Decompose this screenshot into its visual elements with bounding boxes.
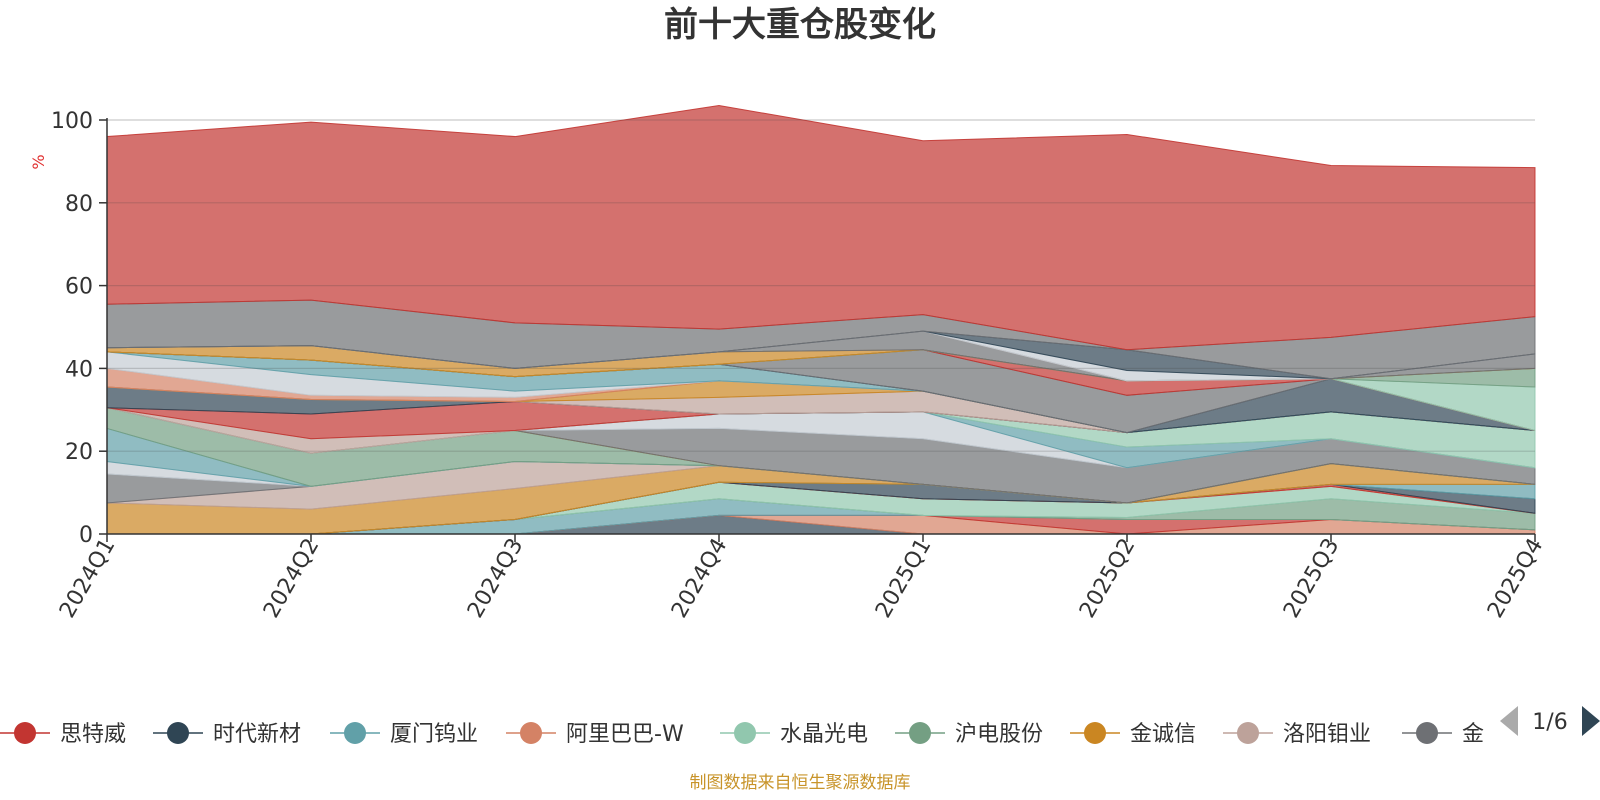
legend-item-洛阳钼业[interactable]: 洛阳钼业 (1223, 722, 1371, 747)
legend-label: 厦门钨业 (390, 722, 478, 747)
legend-marker-icon (520, 722, 542, 744)
legend-item-水晶光电[interactable]: 水晶光电 (720, 722, 868, 747)
y-tick-label: 80 (65, 192, 93, 217)
y-tick-label: 100 (51, 109, 93, 134)
data-source-note: 制图数据来自恒生聚源数据库 (690, 773, 911, 793)
legend-label: 沪电股份 (955, 722, 1043, 747)
legend-item-厦门钨业[interactable]: 厦门钨业 (330, 722, 478, 747)
legend-page-indicator: 1/6 (1532, 710, 1567, 735)
chart-title: 前十大重仓股变化 (664, 5, 936, 45)
legend-marker-icon (14, 722, 36, 744)
legend-item-思特威[interactable]: 思特威 (0, 722, 126, 747)
legend-label: 金诚信 (1130, 722, 1196, 747)
legend-next-arrow-icon[interactable] (1582, 706, 1600, 736)
legend-prev-arrow-icon[interactable] (1500, 706, 1518, 736)
legend-marker-icon (167, 722, 189, 744)
legend-label: 阿里巴巴-W (566, 722, 684, 747)
legend-item-时代新材[interactable]: 时代新材 (153, 722, 301, 747)
legend-marker-icon (734, 722, 756, 744)
grid-overlay (107, 119, 1535, 452)
y-tick-label: 20 (65, 440, 93, 465)
legend-marker-icon (909, 722, 931, 744)
y-tick-label: 40 (65, 357, 93, 382)
legend-marker-icon (1416, 722, 1438, 744)
area-series-group (106, 105, 1536, 535)
legend-marker-icon (344, 722, 366, 744)
x-tick-label: 2024Q2 (259, 534, 324, 622)
legend-item-阿里巴巴-W[interactable]: 阿里巴巴-W (506, 722, 684, 747)
x-tick-label: 2025Q3 (1279, 534, 1344, 622)
y-tick-label: 60 (65, 275, 93, 300)
legend-label: 时代新材 (213, 722, 301, 747)
x-tick-label: 2025Q4 (1483, 534, 1548, 622)
area-思特威-40[interactable] (106, 105, 1536, 351)
y-axis-unit: % (29, 154, 48, 169)
legend-label: 洛阳钼业 (1283, 722, 1371, 747)
x-tick-label: 2025Q1 (871, 534, 936, 622)
legend: 思特威 时代新材 厦门钨业 阿里巴巴-W 水晶光电 沪电股份 金诚信 洛阳钼业 金 (0, 722, 1484, 747)
legend-pager: 1/6 (1500, 706, 1600, 736)
legend-label: 思特威 (60, 722, 126, 747)
x-tick-label: 2024Q3 (463, 534, 528, 622)
legend-marker-icon (1237, 722, 1259, 744)
x-tick-label: 2025Q2 (1075, 534, 1140, 622)
legend-label: 水晶光电 (780, 722, 868, 747)
x-tick-label: 2024Q4 (667, 534, 732, 622)
legend-item-金[interactable]: 金 (1402, 722, 1484, 747)
legend-label: 金 (1462, 722, 1484, 747)
y-tick-label: 0 (79, 523, 93, 548)
legend-item-沪电股份[interactable]: 沪电股份 (895, 722, 1043, 747)
legend-item-金诚信[interactable]: 金诚信 (1070, 722, 1196, 747)
legend-marker-icon (1084, 722, 1106, 744)
